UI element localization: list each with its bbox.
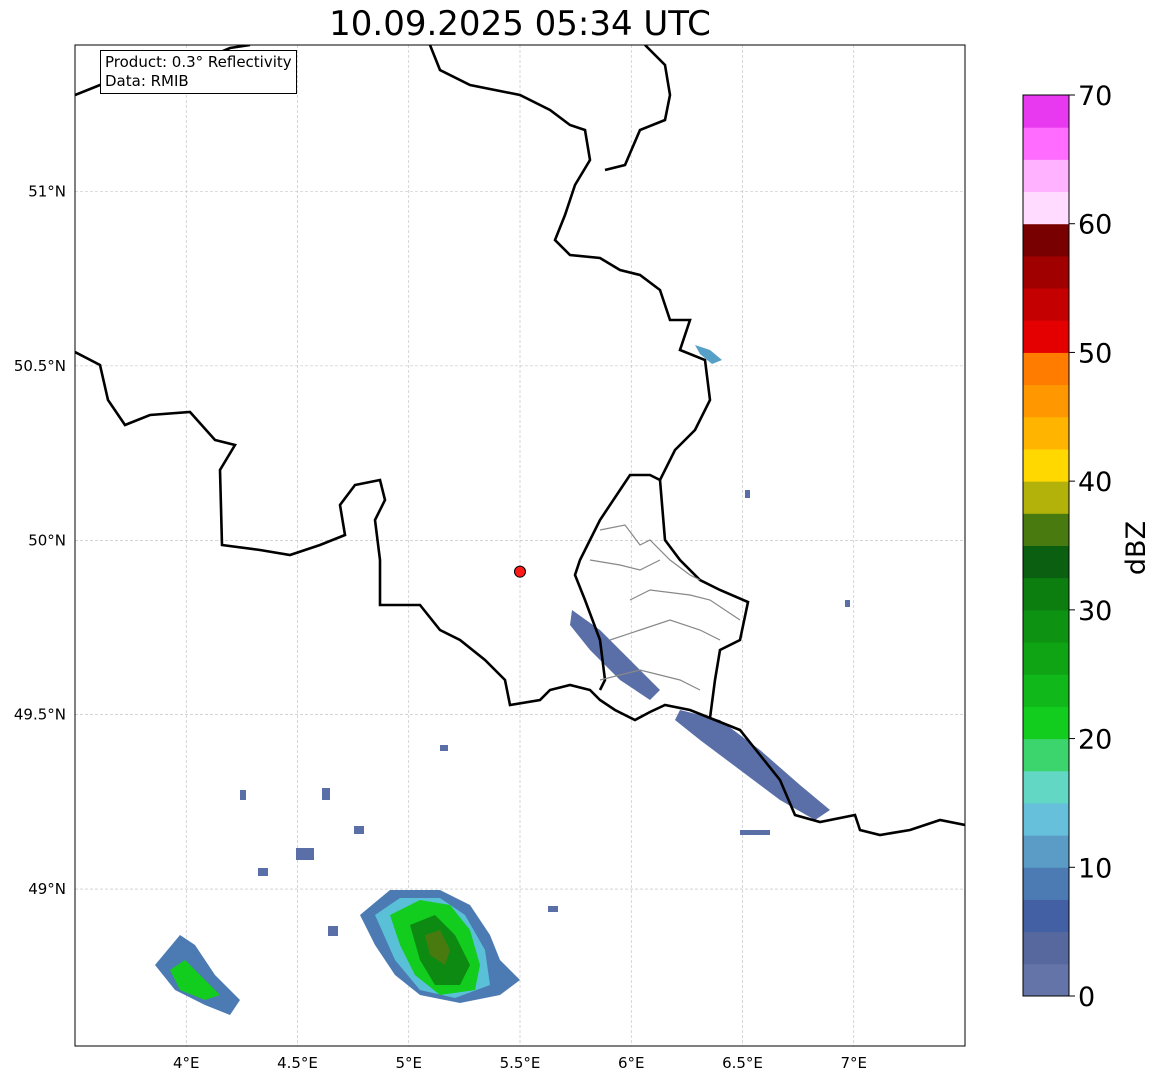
colorbar-swatch: [1023, 191, 1069, 225]
colorbar-tick-label: 70: [1078, 81, 1112, 112]
storm-core: [425, 930, 450, 965]
radar-echoes: [155, 345, 850, 1015]
lat-tick-label: 49.5°N: [14, 706, 66, 724]
echo-cell: [240, 790, 246, 800]
echo-cell: [695, 345, 722, 364]
colorbar-swatch: [1023, 416, 1069, 450]
colorbar-swatch: [1023, 513, 1069, 546]
gridlines: [75, 45, 965, 1046]
product-legend: Product: 0.3° Reflectivity Data: RMIB: [100, 50, 297, 94]
colorbar: 0 10 20 30 40 50 60 70: [1022, 81, 1112, 1013]
legend-source: Data: RMIB: [105, 72, 189, 90]
colorbar-swatch: [1023, 95, 1069, 128]
echo-cell: [296, 848, 314, 860]
colorbar-swatch: [1023, 931, 1069, 965]
colorbar-swatch: [1023, 352, 1069, 386]
colorbar-swatch: [1023, 835, 1069, 868]
chart-title: 10.09.2025 05:34 UTC: [329, 4, 711, 44]
colorbar-swatch: [1023, 899, 1069, 933]
map-layer: [75, 45, 965, 1015]
colorbar-tick-label: 50: [1078, 338, 1112, 369]
colorbar-swatch: [1023, 770, 1069, 804]
echo-cell: [745, 490, 750, 498]
colorbar-swatch: [1023, 448, 1069, 482]
radar-site-marker: [514, 565, 526, 578]
echo-cell: [328, 926, 338, 936]
province-borders: [589, 524, 741, 691]
colorbar-swatch: [1023, 609, 1069, 643]
lat-tick-label: 50°N: [28, 531, 66, 549]
colorbar-swatch: [1023, 255, 1069, 289]
map-frame: [74, 44, 966, 1047]
lon-tick-label: 4°E: [173, 1054, 200, 1072]
lon-tick-label: 5°E: [395, 1054, 422, 1072]
echo-cell: [322, 788, 330, 800]
echo-cell: [845, 600, 850, 607]
lat-tick-label: 51°N: [28, 182, 66, 200]
colorbar-tick-label: 60: [1078, 210, 1112, 241]
colorbar-swatch: [1023, 159, 1069, 193]
echo-cell: [548, 906, 558, 912]
colorbar-swatch: [1023, 320, 1069, 353]
colorbar-swatch: [1023, 802, 1069, 836]
colorbar-swatch: [1023, 384, 1069, 418]
colorbar-swatch: [1023, 738, 1069, 772]
colorbar-swatch: [1023, 963, 1069, 997]
lat-tick-label: 50.5°N: [14, 357, 66, 375]
colorbar-label: dBZ: [1121, 521, 1152, 575]
echo-cell: [740, 830, 770, 835]
colorbar-tick-label: 30: [1078, 596, 1112, 627]
colorbar-swatch: [1023, 545, 1069, 579]
lon-tick-label: 6.5°E: [722, 1054, 763, 1072]
colorbar-tick-label: 10: [1078, 853, 1112, 884]
echo-band: [675, 710, 830, 820]
echo-band: [570, 610, 660, 700]
colorbar-swatch: [1023, 642, 1069, 675]
colorbar-swatch: [1023, 674, 1069, 707]
colorbar-swatch: [1023, 867, 1069, 900]
colorbar-swatch: [1023, 577, 1069, 611]
lat-tick-label: 49°N: [28, 880, 66, 898]
lon-tick-label: 7°E: [840, 1054, 867, 1072]
echo-cell: [354, 826, 364, 834]
colorbar-swatch: [1023, 288, 1069, 321]
colorbar-frame: [1022, 94, 1070, 997]
colorbar-tick-label: 20: [1078, 725, 1112, 756]
echo-cell: [440, 745, 448, 751]
colorbar-swatch: [1023, 706, 1069, 740]
lon-tick-label: 4.5°E: [277, 1054, 318, 1072]
legend-product: Product: 0.3° Reflectivity: [105, 53, 292, 71]
colorbar-tick-label: 0: [1078, 982, 1095, 1013]
storm-layer: [170, 960, 220, 1000]
colorbar-swatch: [1023, 223, 1069, 257]
colorbar-tick-label: 40: [1078, 467, 1112, 498]
echo-cell: [258, 868, 268, 876]
lon-tick-label: 6°E: [618, 1054, 645, 1072]
colorbar-swatch: [1023, 127, 1069, 160]
colorbar-swatch: [1023, 481, 1069, 514]
lon-tick-label: 5.5°E: [500, 1054, 541, 1072]
